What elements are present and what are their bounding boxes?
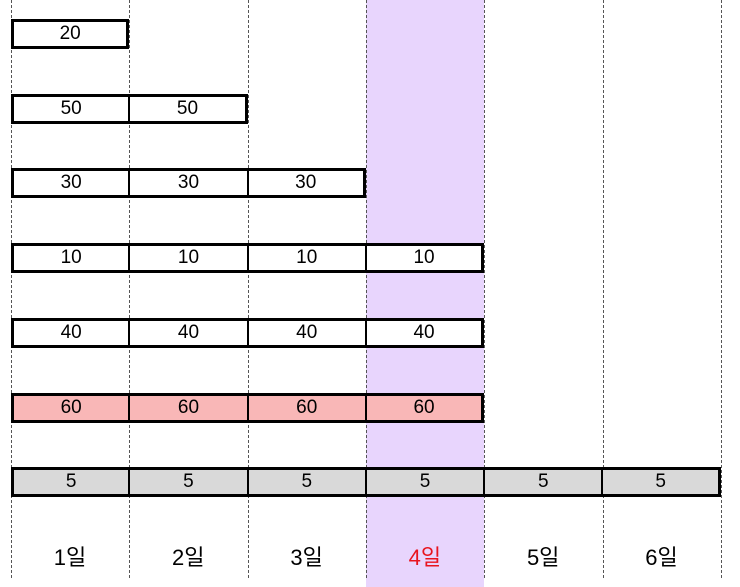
day-label: 2일 xyxy=(172,545,205,570)
value-cell: 60 xyxy=(11,392,130,423)
value-cell: 5 xyxy=(365,467,485,498)
day-label: 1일 xyxy=(53,545,87,570)
value-cell: 20 xyxy=(11,19,130,49)
value-cell: 30 xyxy=(129,168,248,199)
value-cell: 50 xyxy=(129,93,248,124)
value-cell: 10 xyxy=(129,243,248,274)
day-divider-line xyxy=(484,0,486,578)
value-cell: 10 xyxy=(365,243,485,274)
value-cell: 40 xyxy=(247,317,366,348)
value-cell: 30 xyxy=(247,168,366,199)
value-cell: 10 xyxy=(247,243,366,274)
day-divider-line xyxy=(720,0,722,578)
value-cell: 5 xyxy=(129,467,248,498)
value-cell: 60 xyxy=(365,392,485,423)
value-cell: 50 xyxy=(11,93,130,124)
value-cell: 40 xyxy=(129,317,248,348)
value-cell: 60 xyxy=(247,392,366,423)
highlighted-day-column xyxy=(366,0,484,587)
value-cell: 40 xyxy=(11,317,130,348)
value-cell: 5 xyxy=(484,467,603,498)
value-row: 10 10 10 10 xyxy=(11,243,485,274)
value-cell: 10 xyxy=(11,243,130,274)
value-row: 60 60 60 60 xyxy=(11,392,485,423)
day-divider-line xyxy=(11,0,12,578)
value-row: 40 40 40 40 xyxy=(11,317,485,348)
day-label: 3일 xyxy=(290,545,323,570)
day-divider-line xyxy=(129,0,131,578)
day-label: 5일 xyxy=(526,545,560,570)
value-cell: 5 xyxy=(247,467,366,498)
day-divider-line xyxy=(602,0,604,578)
value-cell: 30 xyxy=(11,168,130,199)
day-divider-line xyxy=(365,0,367,578)
value-cell: 60 xyxy=(129,392,248,423)
value-cell: 5 xyxy=(11,467,130,498)
value-cell: 5 xyxy=(602,467,721,498)
day-divider-line xyxy=(247,0,249,578)
value-cell: 40 xyxy=(365,317,485,348)
value-row: 20 xyxy=(11,19,130,49)
value-row: 30 30 30 xyxy=(11,168,366,199)
day-label: 6일 xyxy=(645,545,678,570)
day-label: 4일 xyxy=(408,545,442,570)
value-row: 50 50 xyxy=(11,93,248,124)
